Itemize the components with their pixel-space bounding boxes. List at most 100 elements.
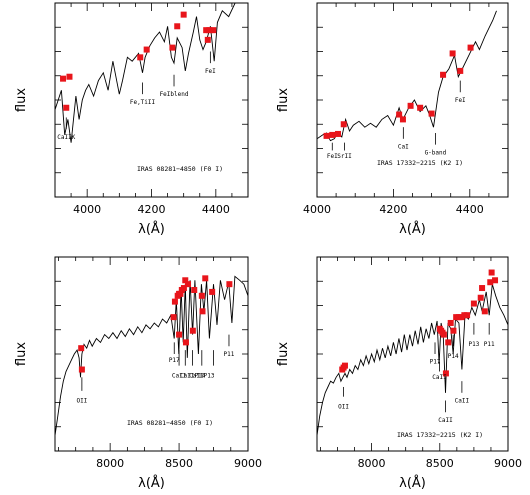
x-axis-label: λ(Å) (138, 221, 165, 237)
line-label: P11 (224, 351, 235, 358)
data-point (449, 50, 456, 57)
data-point (182, 339, 189, 346)
data-point (488, 269, 495, 276)
line-label: FeI (327, 153, 338, 160)
data-point (457, 67, 464, 74)
data-point (487, 279, 494, 286)
line-label: OII (338, 403, 349, 410)
data-point (442, 370, 449, 377)
line-label: CaIIP13 (189, 372, 215, 379)
data-point (143, 46, 150, 53)
line-label: P14 (448, 353, 459, 360)
spectrum-line (317, 10, 497, 142)
x-tick-label: 9000 (494, 457, 522, 470)
data-point (204, 36, 211, 43)
data-point (447, 319, 454, 326)
data-point (477, 294, 484, 301)
x-tick-label: 8000 (96, 457, 124, 470)
x-tick-label: 4000 (303, 203, 331, 216)
x-tick-label: 4200 (138, 203, 166, 216)
data-point (226, 281, 233, 288)
data-point (492, 277, 499, 284)
line-label: P11 (484, 341, 495, 348)
line-label: FeI (455, 97, 466, 104)
line-label: CaIIP14 (180, 372, 206, 379)
data-point (60, 75, 67, 82)
data-point (170, 314, 177, 321)
data-point (407, 102, 414, 109)
x-tick-label: 8500 (426, 457, 454, 470)
line-label: CaII (438, 417, 453, 424)
data-point (66, 73, 73, 80)
data-point (206, 27, 213, 34)
line-label: CaII (432, 374, 447, 381)
data-point (189, 327, 196, 334)
data-point (467, 44, 474, 51)
x-tick-label: 8500 (165, 457, 193, 470)
line-label: P17 (430, 359, 441, 366)
y-axis-label: flux (14, 342, 29, 366)
line-label: G-band (425, 149, 447, 156)
data-point (329, 131, 336, 138)
star-label: IRAS 08281−4850 (F0 I) (127, 419, 213, 427)
data-point (185, 281, 192, 288)
panel-1: 4000 4200 4400 λ(Å) flux CaIIK Fe,TiII FeIblend… (14, 2, 249, 237)
line-label: P13 (468, 341, 479, 348)
data-point (341, 362, 348, 369)
data-point (323, 132, 330, 139)
data-point (209, 288, 216, 295)
data-point (470, 300, 477, 307)
data-point (177, 290, 184, 297)
spectrum-line (55, 275, 248, 436)
data-point (182, 277, 189, 284)
spectrum-line (317, 284, 508, 436)
panel-4: 8000 8500 9000 λ(Å) flux OII P17 CaII CaII P14 CaI… (276, 256, 522, 491)
data-point (445, 339, 452, 346)
data-point (137, 54, 144, 61)
data-point (198, 292, 205, 299)
x-tick-label: 4000 (73, 203, 101, 216)
x-tick-label: 4400 (456, 203, 484, 216)
data-point (180, 285, 187, 292)
y-axis-label: flux (276, 88, 291, 112)
data-point (399, 116, 406, 123)
data-point (180, 11, 187, 18)
data-point (176, 331, 183, 338)
data-point (464, 312, 471, 319)
data-point (199, 308, 206, 315)
x-axis-label: λ(Å) (399, 221, 426, 237)
line-label: P17 (169, 357, 180, 364)
data-point (479, 285, 486, 292)
y-axis-label: flux (276, 342, 291, 366)
data-point (169, 44, 176, 51)
data-point (171, 298, 178, 305)
data-point (440, 71, 447, 78)
data-point (481, 308, 488, 315)
line-label: CaI (398, 144, 409, 151)
data-point (202, 275, 209, 282)
data-point (428, 110, 435, 117)
line-label: FeIblend (160, 91, 189, 98)
x-axis-label: λ(Å) (138, 475, 165, 491)
star-label: IRAS 08281−4850 (F0 I) (137, 165, 223, 173)
star-label: IRAS 17332−2215 (K2 I) (377, 159, 463, 167)
line-label: CaII (172, 372, 187, 379)
x-axis-label: λ(Å) (399, 475, 426, 491)
panel-frame (316, 2, 509, 198)
data-point (78, 366, 85, 373)
data-point (63, 104, 70, 111)
data-point (335, 130, 342, 137)
x-tick-label: 4200 (379, 203, 407, 216)
line-label: CaII (455, 398, 470, 405)
y-axis-label: flux (14, 88, 29, 112)
line-label: Fe,TiII (130, 99, 156, 106)
data-point (417, 104, 424, 111)
data-point (396, 111, 403, 118)
panel-3: 8000 8500 9000 λ(Å) flux OII P17 CaIICaIIP14CaI… (14, 256, 262, 491)
data-point (78, 345, 85, 352)
line-label: FeI (205, 68, 216, 75)
data-point (191, 286, 198, 293)
spectrum-line (55, 3, 236, 143)
